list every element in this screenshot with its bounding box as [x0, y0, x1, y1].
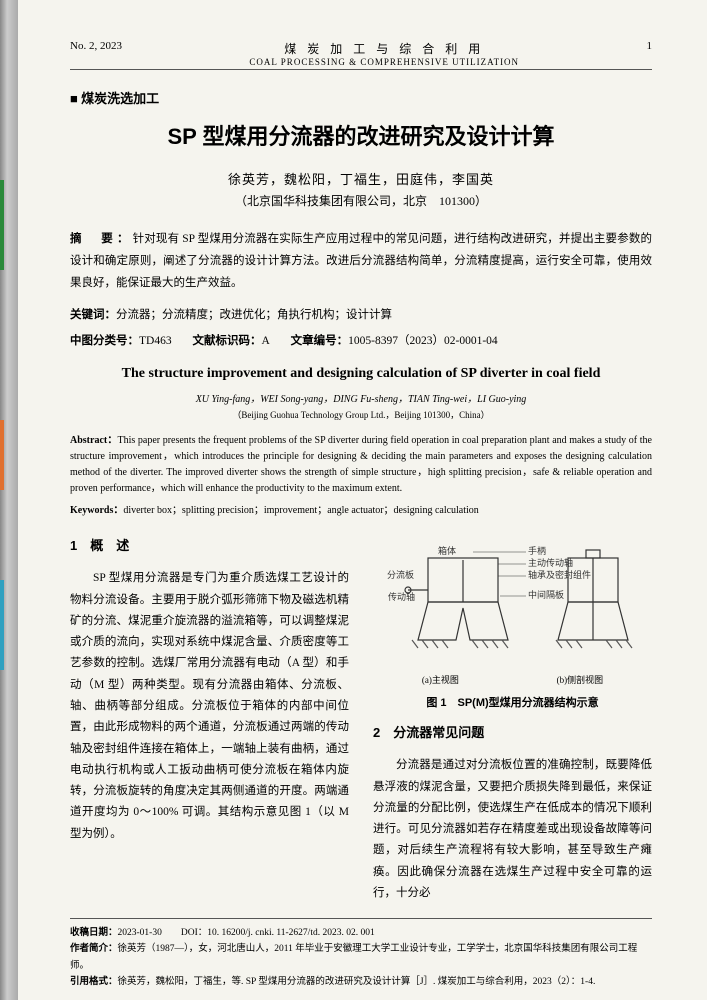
- column-left: 1 概 述 SP 型煤用分流器是专门为重介质选煤工艺设计的物料分流设备。主要用于…: [70, 534, 349, 904]
- clc-value: TD463: [139, 335, 172, 347]
- authors-cn: 徐英芳，魏松阳，丁福生，田庭伟，李国英: [70, 169, 652, 188]
- article-title-cn: SP 型煤用分流器的改进研究及设计计算: [70, 119, 652, 151]
- section-heading: 1 概 述: [70, 534, 349, 558]
- affiliation-cn: （北京国华科技集团有限公司，北京 101300）: [70, 192, 652, 209]
- abstract-en: Abstract：This paper presents the frequen…: [70, 433, 652, 497]
- article-footer: 收稿日期：2023-01-30 DOI：10. 16200/j. cnki. 1…: [70, 918, 652, 990]
- received-label: 收稿日期：: [70, 927, 118, 938]
- classification-row: 中图分类号：TD463 文献标识码：A 文章编号：1005-8397（2023）…: [70, 332, 652, 348]
- article-id-label: 文章编号：: [291, 335, 349, 347]
- citation-line: 引用格式：徐英芳，魏松阳，丁福生，等. SP 型煤用分流器的改进研究及设计计算［…: [70, 974, 652, 990]
- section-heading: 2 分流器常见问题: [373, 721, 652, 745]
- author-bio-text: 徐英芳（1987—），女，河北唐山人，2011 年毕业于安徽理工大学工业设计专业…: [70, 944, 637, 970]
- citation-label: 引用格式：: [70, 976, 118, 987]
- body-columns: 1 概 述 SP 型煤用分流器是专门为重介质选煤工艺设计的物料分流设备。主要用于…: [70, 534, 652, 904]
- fig-label-shaft: 传动轴: [388, 591, 415, 602]
- journal-title-en: COAL PROCESSING & COMPREHENSIVE UTILIZAT…: [122, 57, 647, 67]
- keywords-en: Keywords：diverter box；splitting precisio…: [70, 501, 652, 516]
- doc-code-value: A: [261, 335, 269, 347]
- fig-sublabel-a: (a)主视图: [422, 672, 459, 689]
- author-bio-label: 作者简介：: [70, 943, 118, 954]
- page: No. 2, 2023 煤 炭 加 工 与 综 合 利 用 COAL PROCE…: [0, 0, 707, 1000]
- article-title-en: The structure improvement and designing …: [70, 366, 652, 382]
- running-header: No. 2, 2023 煤 炭 加 工 与 综 合 利 用 COAL PROCE…: [70, 40, 652, 70]
- fig-label-handle: 手柄: [528, 545, 546, 556]
- author-bio-line: 作者简介：徐英芳（1987—），女，河北唐山人，2011 年毕业于安徽理工大学工…: [70, 941, 652, 973]
- abstract-label-cn: 摘 要：: [70, 233, 133, 245]
- clc-label: 中图分类号：: [70, 335, 139, 347]
- fig-sublabel-b: (b)侧剖视图: [557, 672, 604, 689]
- fig-label-partition: 中间隔板: [528, 589, 564, 600]
- keywords-text-en: diverter box；splitting precision；improve…: [123, 505, 478, 516]
- authors-en: XU Ying-fang，WEI Song-yang，DING Fu-sheng…: [70, 390, 652, 405]
- keywords-text-cn: 分流器；分流精度；改进优化；角执行机构；设计计算: [116, 309, 392, 321]
- category-label: 煤炭洗选加工: [70, 88, 652, 107]
- citation-text: 徐英芳，魏松阳，丁福生，等. SP 型煤用分流器的改进研究及设计计算［J］. 煤…: [118, 977, 596, 987]
- fig-label-plate: 分流板: [386, 569, 413, 580]
- abstract-text-en: This paper presents the frequent problem…: [70, 435, 652, 494]
- abstract-text-cn: 针对现有 SP 型煤用分流器在实际生产应用过程中的常见问题，进行结构改进研究，并…: [70, 233, 652, 289]
- column-right: 箱体 分流板 传动轴 手柄 主动传动轴 轴承及密封组件 中间隔板 (a)主: [373, 534, 652, 904]
- received-text: 2023-01-30 DOI：10. 16200/j. cnki. 11-262…: [118, 928, 375, 938]
- fig-label-drive: 主动传动轴: [528, 557, 573, 568]
- diverter-diagram-icon: 箱体 分流板 传动轴 手柄 主动传动轴 轴承及密封组件 中间隔板: [378, 540, 648, 670]
- binding-spine: [0, 0, 18, 1000]
- paragraph: SP 型煤用分流器是专门为重介质选煤工艺设计的物料分流设备。主要用于脱介弧形筛筛…: [70, 568, 349, 844]
- index-tab: [0, 420, 4, 490]
- issue-number: No. 2, 2023: [70, 40, 122, 67]
- figure-caption: 图 1 SP(M)型煤用分流器结构示意: [373, 693, 652, 713]
- article-id-value: 1005-8397（2023）02-0001-04: [348, 335, 498, 347]
- keywords-label-en: Keywords：: [70, 505, 123, 516]
- journal-title-cn: 煤 炭 加 工 与 综 合 利 用: [122, 40, 647, 57]
- keywords-label-cn: 关键词：: [70, 309, 116, 321]
- abstract-cn: 摘 要：针对现有 SP 型煤用分流器在实际生产应用过程中的常见问题，进行结构改进…: [70, 229, 652, 295]
- doc-code-label: 文献标识码：: [192, 335, 261, 347]
- figure-sublabels: (a)主视图 (b)侧剖视图: [373, 672, 652, 689]
- journal-title-block: 煤 炭 加 工 与 综 合 利 用 COAL PROCESSING & COMP…: [122, 40, 647, 67]
- fig-label-box: 箱体: [438, 545, 456, 556]
- paragraph: 分流器是通过对分流板位置的准确控制，既要降低悬浮液的煤泥含量，又要把介质损失降到…: [373, 755, 652, 904]
- fig-label-bearing: 轴承及密封组件: [528, 569, 591, 580]
- page-number: 1: [647, 40, 653, 67]
- figure-1: 箱体 分流板 传动轴 手柄 主动传动轴 轴承及密封组件 中间隔板 (a)主: [373, 540, 652, 713]
- index-tab: [0, 180, 4, 270]
- abstract-label-en: Abstract：: [70, 435, 117, 446]
- keywords-cn: 关键词：分流器；分流精度；改进优化；角执行机构；设计计算: [70, 305, 652, 327]
- index-tab: [0, 580, 4, 670]
- received-line: 收稿日期：2023-01-30 DOI：10. 16200/j. cnki. 1…: [70, 925, 652, 941]
- affiliation-en: （Beijing Guohua Technology Group Ltd.，Be…: [70, 408, 652, 421]
